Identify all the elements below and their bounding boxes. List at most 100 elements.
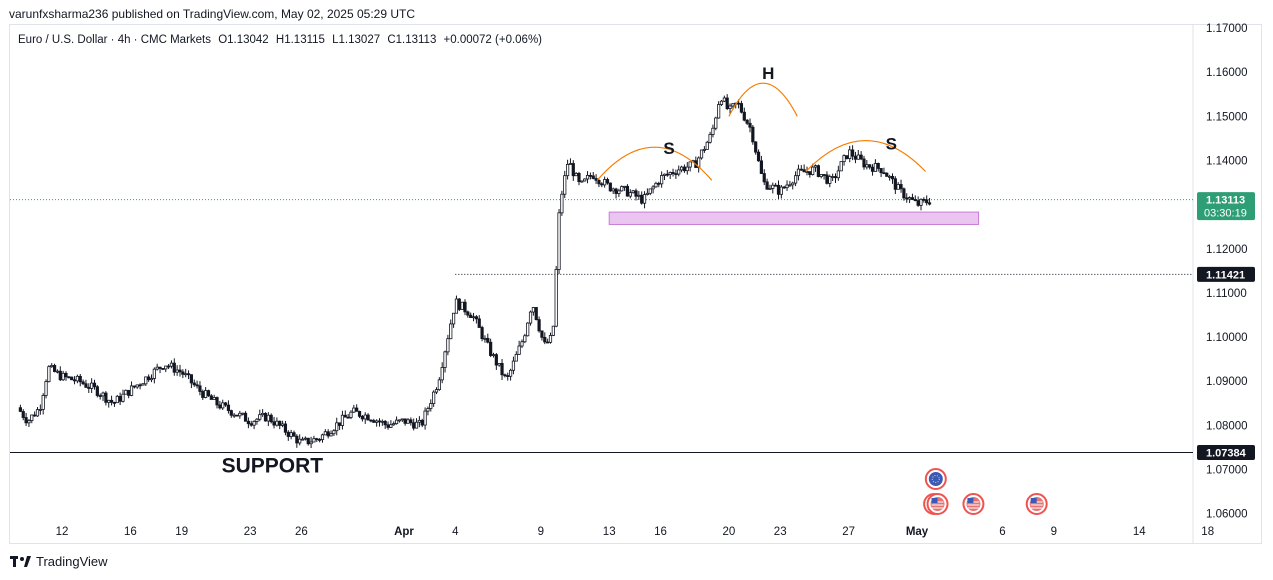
candle-body: [870, 166, 875, 172]
candle-body: [759, 160, 763, 174]
candle-body: [489, 341, 493, 356]
support-zone[interactable]: [608, 211, 980, 225]
candle-body: [349, 411, 353, 418]
candle-body: [104, 392, 108, 403]
candle-body: [642, 194, 647, 204]
candle-body: [548, 335, 553, 343]
candle-body: [175, 369, 179, 373]
candle-body: [591, 175, 595, 179]
candle-body: [751, 126, 755, 143]
candle-body: [876, 163, 880, 169]
candle-body: [537, 319, 541, 332]
candle-body: [201, 391, 205, 398]
candle-body: [178, 369, 182, 373]
us-event-icon[interactable]: [962, 493, 985, 515]
candle-body: [856, 154, 860, 160]
candle-body: [717, 104, 721, 119]
candle-body: [916, 200, 920, 206]
x-tick-label: 16: [654, 526, 667, 538]
candle-body: [774, 184, 778, 187]
candle-body: [44, 381, 48, 396]
pattern-arc[interactable]: [596, 146, 713, 181]
candle-body: [719, 100, 724, 105]
candle-body: [486, 337, 490, 343]
candle-body: [654, 182, 658, 188]
candle-body: [597, 179, 601, 185]
candle-body: [429, 403, 433, 409]
candle-body: [879, 168, 883, 174]
candle-body: [853, 155, 858, 160]
candle-body: [149, 378, 154, 381]
candle-body: [309, 441, 313, 445]
chart-legend: Euro / U.S. Dollar · 4h · CMC Markets O1…: [18, 34, 546, 46]
candle-body: [848, 149, 852, 159]
candle-body: [662, 173, 667, 176]
pattern-arc[interactable]: [805, 140, 926, 172]
candle-body: [343, 414, 347, 418]
candle-body: [708, 134, 712, 143]
candle-body: [625, 185, 630, 197]
candle-body: [47, 366, 51, 382]
y-tick-label: 1.10000: [1206, 332, 1248, 344]
candle-body: [84, 383, 88, 388]
candle-body: [375, 420, 379, 423]
pattern-arc[interactable]: [728, 82, 798, 117]
candle-body: [278, 420, 282, 426]
y-tick-label: 1.17000: [1206, 23, 1248, 35]
candle-body: [836, 170, 840, 179]
x-tick-label: 14: [1133, 526, 1146, 538]
candle-body: [865, 164, 869, 168]
y-tick-label: 1.11000: [1206, 288, 1247, 300]
candle-body: [731, 103, 735, 107]
candle-body: [420, 419, 424, 426]
candle-body: [138, 384, 142, 387]
candle-body: [688, 161, 692, 168]
candle-body: [389, 424, 393, 428]
candle-body: [169, 362, 174, 367]
candle-body: [546, 341, 550, 344]
candle-body: [925, 199, 929, 204]
candle-body: [92, 382, 97, 388]
us-event-icon[interactable]: [926, 493, 949, 515]
candle-body: [249, 423, 253, 426]
candle-body: [434, 389, 439, 393]
x-tick-label: 18: [1201, 526, 1214, 538]
candle-body: [574, 173, 578, 177]
candle-body: [360, 415, 364, 420]
candle-body: [585, 174, 590, 180]
candle-body: [913, 199, 917, 202]
candle-body: [426, 408, 430, 412]
x-tick-label: 23: [774, 526, 787, 538]
candle-body: [286, 431, 290, 437]
candle-body: [771, 184, 775, 189]
candle-body: [922, 198, 926, 201]
legend-low: L1.13027: [332, 34, 381, 46]
line-price-badge-label: 1.11421: [1206, 269, 1245, 281]
candle-body: [651, 186, 655, 190]
candle-body: [195, 384, 199, 387]
candle-body: [112, 401, 117, 404]
candle-body: [164, 365, 168, 370]
candle-body: [383, 420, 387, 426]
x-tick-label: 13: [603, 526, 616, 538]
candle-body: [198, 385, 202, 392]
candle-body: [540, 330, 544, 338]
candle-body: [514, 353, 518, 362]
us-event-icon[interactable]: [1025, 493, 1048, 515]
pattern-label-s: S: [886, 134, 897, 153]
candle-body: [144, 376, 148, 385]
eu-event-icon[interactable]: [924, 468, 947, 490]
candle-body: [41, 395, 45, 410]
candle-body: [736, 102, 741, 105]
candle-body: [679, 166, 684, 171]
candle-body: [141, 383, 145, 386]
candle-body: [460, 301, 464, 310]
candle-body: [30, 414, 34, 421]
chart-frame[interactable]: [9, 24, 1262, 544]
candle-body: [910, 197, 915, 200]
candle-body: [907, 197, 912, 200]
candle-body: [35, 409, 40, 417]
candle-body: [269, 414, 273, 423]
candle-body: [392, 423, 396, 426]
